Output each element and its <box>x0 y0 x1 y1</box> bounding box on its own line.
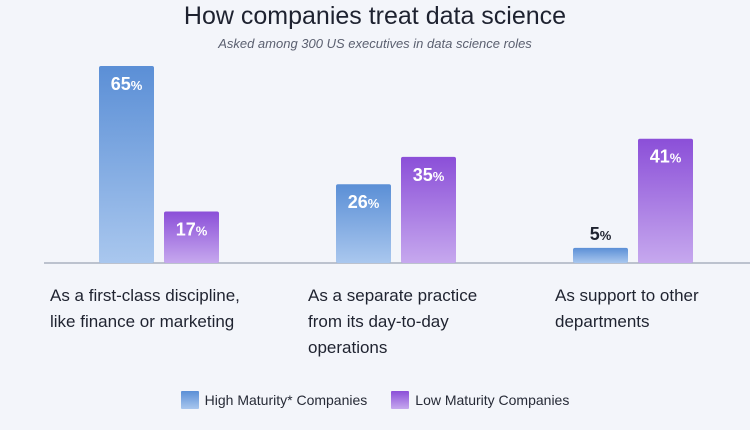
legend-item-low-maturity: Low Maturity Companies <box>391 391 569 409</box>
legend-label-high-maturity: High Maturity* Companies <box>204 392 368 408</box>
data-label-high-0: 65% <box>111 74 143 94</box>
bar-low-2 <box>638 138 693 263</box>
data-label-low-1: 35% <box>413 165 445 185</box>
category-label-0: As a first-class discipline, like financ… <box>50 286 240 331</box>
legend-label-low-maturity: Low Maturity Companies <box>415 392 570 408</box>
category-label-2: As support to other departments <box>555 286 699 331</box>
legend: High Maturity* Companies Low Maturity Co… <box>0 391 750 409</box>
category-label-1: As a separate practice from its day-to-d… <box>308 286 478 357</box>
legend-swatch-low-maturity <box>391 391 410 409</box>
chart-title: How companies treat data science <box>183 2 567 30</box>
bar-high-2 <box>573 247 628 263</box>
bar-high-1 <box>336 184 391 263</box>
legend-swatch-high-maturity <box>180 391 199 409</box>
data-label-high-1: 26% <box>348 192 380 212</box>
legend-item-high-maturity: High Maturity* Companies <box>180 391 368 409</box>
data-label-low-2: 41% <box>650 147 682 167</box>
bar-high-0 <box>99 66 154 263</box>
bar-low-1 <box>401 156 456 263</box>
data-label-high-2: 5% <box>590 224 612 244</box>
bar-low-0 <box>164 211 219 263</box>
data-label-low-0: 17% <box>176 219 208 239</box>
chart-subtitle: Asked among 300 US executives in data sc… <box>218 36 532 51</box>
